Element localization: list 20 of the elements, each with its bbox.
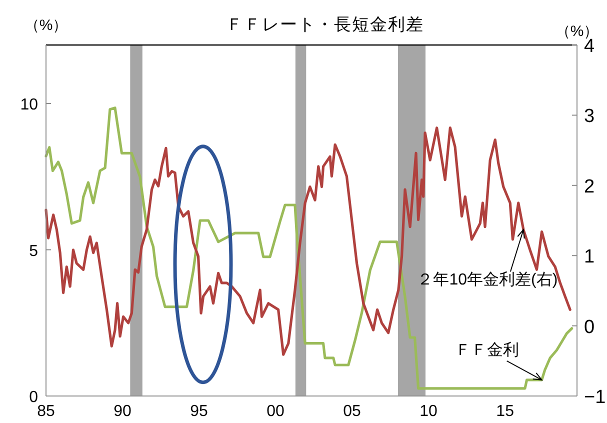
x-tick-label: 05 — [343, 403, 362, 420]
y-tick-label: 0 — [29, 389, 38, 406]
y2-tick-label: −1 — [584, 387, 606, 408]
y-axis-title: （%） — [24, 17, 68, 34]
x-tick-label: 95 — [190, 403, 208, 420]
x-tick-label: 10 — [420, 403, 438, 420]
y-tick-label: 10 — [20, 96, 38, 114]
x-tick-label: 85 — [37, 403, 55, 420]
y-tick-label: 5 — [29, 242, 38, 260]
x-tick-label: 15 — [496, 403, 514, 420]
chart-title: ＦＦレート・長短金利差 — [226, 15, 424, 34]
y2-tick-label: 0 — [584, 316, 595, 338]
y2-tick-label: 3 — [584, 106, 595, 128]
x-tick-label: 00 — [266, 403, 285, 420]
y2-tick-label: 1 — [584, 246, 595, 268]
series-label: ２年10年金利差(右) — [417, 270, 558, 289]
y2-axis-title: （%） — [555, 23, 599, 40]
y2-tick-label: 2 — [584, 176, 595, 198]
series-label: ＦＦ金利 — [454, 340, 519, 359]
x-tick-label: 90 — [114, 403, 132, 420]
